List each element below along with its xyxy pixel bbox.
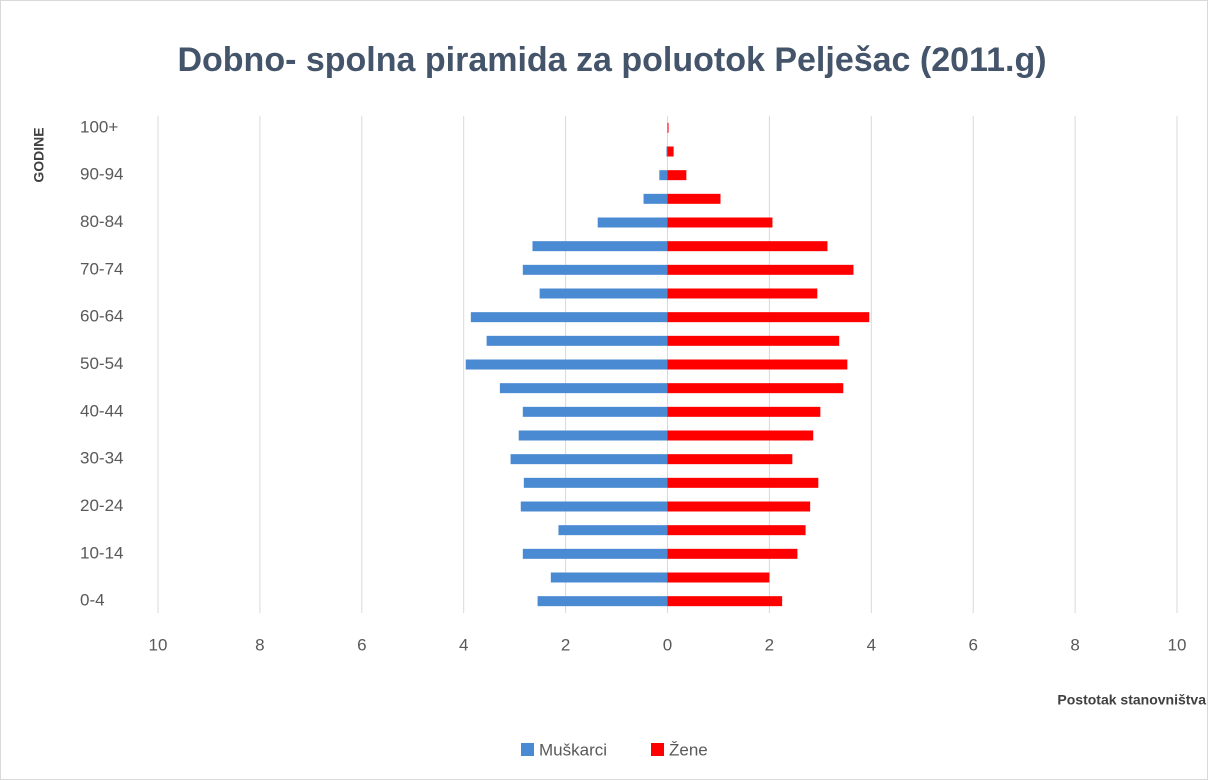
bar bbox=[667, 548, 798, 559]
chart-title: Dobno- spolna piramida za poluotok Pelje… bbox=[177, 41, 1046, 79]
y-axis-title: GODINE bbox=[31, 127, 47, 182]
x-tick-label: 10 bbox=[149, 635, 168, 654]
bar bbox=[486, 335, 668, 346]
bar bbox=[667, 430, 814, 441]
y-tick-label: 70-74 bbox=[80, 259, 123, 278]
y-tick-label: 10-14 bbox=[80, 543, 123, 562]
bar bbox=[522, 406, 668, 417]
y-tick-label: 100+ bbox=[80, 117, 118, 136]
bar bbox=[667, 359, 848, 370]
bar bbox=[667, 122, 669, 133]
bar bbox=[667, 406, 821, 417]
bar bbox=[667, 572, 770, 583]
bar bbox=[522, 264, 668, 275]
bar bbox=[550, 572, 668, 583]
bar bbox=[667, 335, 840, 346]
x-tick-label: 6 bbox=[968, 635, 977, 654]
bar bbox=[523, 477, 668, 488]
x-axis-title: Postotak stanovništva bbox=[1057, 692, 1206, 708]
bar bbox=[667, 525, 806, 536]
x-tick-label: 8 bbox=[255, 635, 264, 654]
bar bbox=[532, 241, 668, 252]
bar bbox=[667, 288, 818, 299]
x-tick-label: 2 bbox=[765, 635, 774, 654]
y-tick-label: 60-64 bbox=[80, 307, 123, 326]
bar bbox=[667, 170, 687, 181]
bar bbox=[520, 501, 668, 512]
x-tick-label: 10 bbox=[1168, 635, 1187, 654]
legend-label: Muškarci bbox=[539, 740, 607, 759]
bar bbox=[667, 454, 793, 465]
bar bbox=[667, 383, 844, 394]
bar bbox=[667, 477, 819, 488]
bar bbox=[667, 193, 721, 204]
bar bbox=[522, 548, 668, 559]
bar bbox=[537, 596, 668, 607]
y-tick-label: 80-84 bbox=[80, 212, 123, 231]
y-tick-label: 0-4 bbox=[80, 591, 105, 610]
y-tick-label: 50-54 bbox=[80, 354, 123, 373]
bar bbox=[499, 383, 668, 394]
legend-swatch bbox=[651, 743, 664, 756]
y-tick-label: 40-44 bbox=[80, 401, 123, 420]
bar bbox=[510, 454, 668, 465]
x-tick-label: 4 bbox=[459, 635, 468, 654]
x-tick-label: 8 bbox=[1070, 635, 1079, 654]
bar bbox=[667, 146, 674, 157]
bar bbox=[666, 146, 668, 157]
bar bbox=[597, 217, 668, 228]
y-tick-label: 90-94 bbox=[80, 165, 123, 184]
bar bbox=[659, 170, 668, 181]
x-tick-label: 6 bbox=[357, 635, 366, 654]
x-tick-label: 0 bbox=[663, 635, 672, 654]
x-tick-label: 4 bbox=[867, 635, 876, 654]
bar bbox=[470, 312, 668, 323]
bar bbox=[667, 501, 811, 512]
bar bbox=[667, 312, 870, 323]
legend-label: Žene bbox=[669, 740, 708, 759]
bar bbox=[558, 525, 668, 536]
bar bbox=[518, 430, 668, 441]
y-tick-label: 30-34 bbox=[80, 449, 123, 468]
bar bbox=[539, 288, 668, 299]
bar bbox=[643, 193, 668, 204]
x-tick-label: 2 bbox=[561, 635, 570, 654]
y-tick-label: 20-24 bbox=[80, 496, 123, 515]
bar bbox=[667, 264, 854, 275]
bar bbox=[667, 241, 828, 252]
legend-swatch bbox=[521, 743, 534, 756]
bar bbox=[667, 217, 773, 228]
bar bbox=[465, 359, 668, 370]
bar bbox=[667, 596, 783, 607]
